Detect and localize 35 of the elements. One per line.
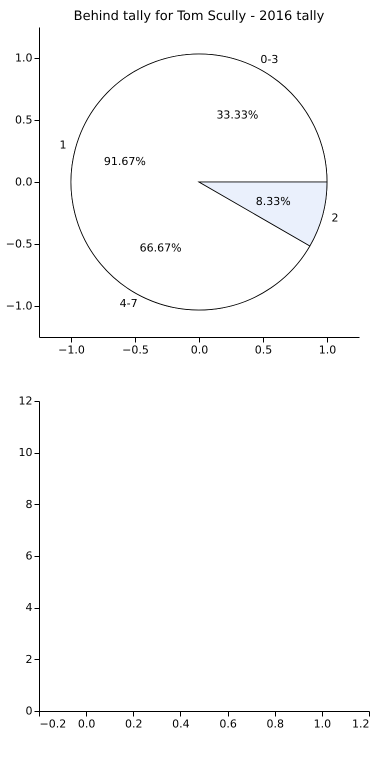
y-tick-label: 2	[26, 652, 32, 666]
x-tick-label: 1.0	[314, 718, 332, 730]
x-tick-label: 1.0	[318, 344, 336, 356]
data-label: 8.33%	[256, 194, 291, 208]
pie-slice	[70, 54, 328, 310]
slice-label: 1	[59, 138, 66, 152]
x-tick-label: 1.2	[352, 718, 370, 730]
x-tick-label: 0.4	[172, 718, 190, 730]
chart-title: Behind tally for Tom Scully - 2016 tally	[74, 9, 324, 24]
slice-label: 4-7	[120, 296, 138, 310]
y-tick-label: 12	[18, 394, 32, 408]
y-tick-label: 0	[26, 704, 32, 718]
x-tick-label: 0.0	[78, 718, 96, 730]
x-tick-label: 0.2	[125, 718, 143, 730]
x-tick-label: 0.5	[254, 344, 272, 356]
data-label: 66.67%	[140, 242, 182, 255]
x-tick-label: 0.6	[219, 718, 237, 730]
y-tick-label: 4	[26, 601, 32, 614]
y-tick-label: 1.0	[15, 52, 32, 64]
x-tick-label: −1.0	[58, 344, 85, 356]
y-tick-label: 6	[26, 550, 32, 562]
data-label: 91.67%	[104, 155, 146, 168]
slice-label: 0-3	[260, 53, 278, 66]
x-tick-label: 0.8	[266, 718, 284, 730]
x-tick-label: −0.5	[122, 344, 149, 356]
y-tick-label: −0.5	[6, 238, 32, 250]
y-tick-label: 0.5	[15, 114, 32, 126]
data-label: 33.33%	[216, 108, 258, 122]
y-tick-label: 8	[26, 498, 32, 511]
y-tick-label: −1.0	[6, 300, 32, 312]
x-tick-label: −0.2	[40, 718, 66, 730]
slice-label: 2	[332, 211, 339, 224]
x-tick-label: 0.0	[190, 344, 208, 356]
y-tick-label: 10	[18, 446, 32, 460]
y-tick-label: 0.0	[15, 176, 32, 188]
